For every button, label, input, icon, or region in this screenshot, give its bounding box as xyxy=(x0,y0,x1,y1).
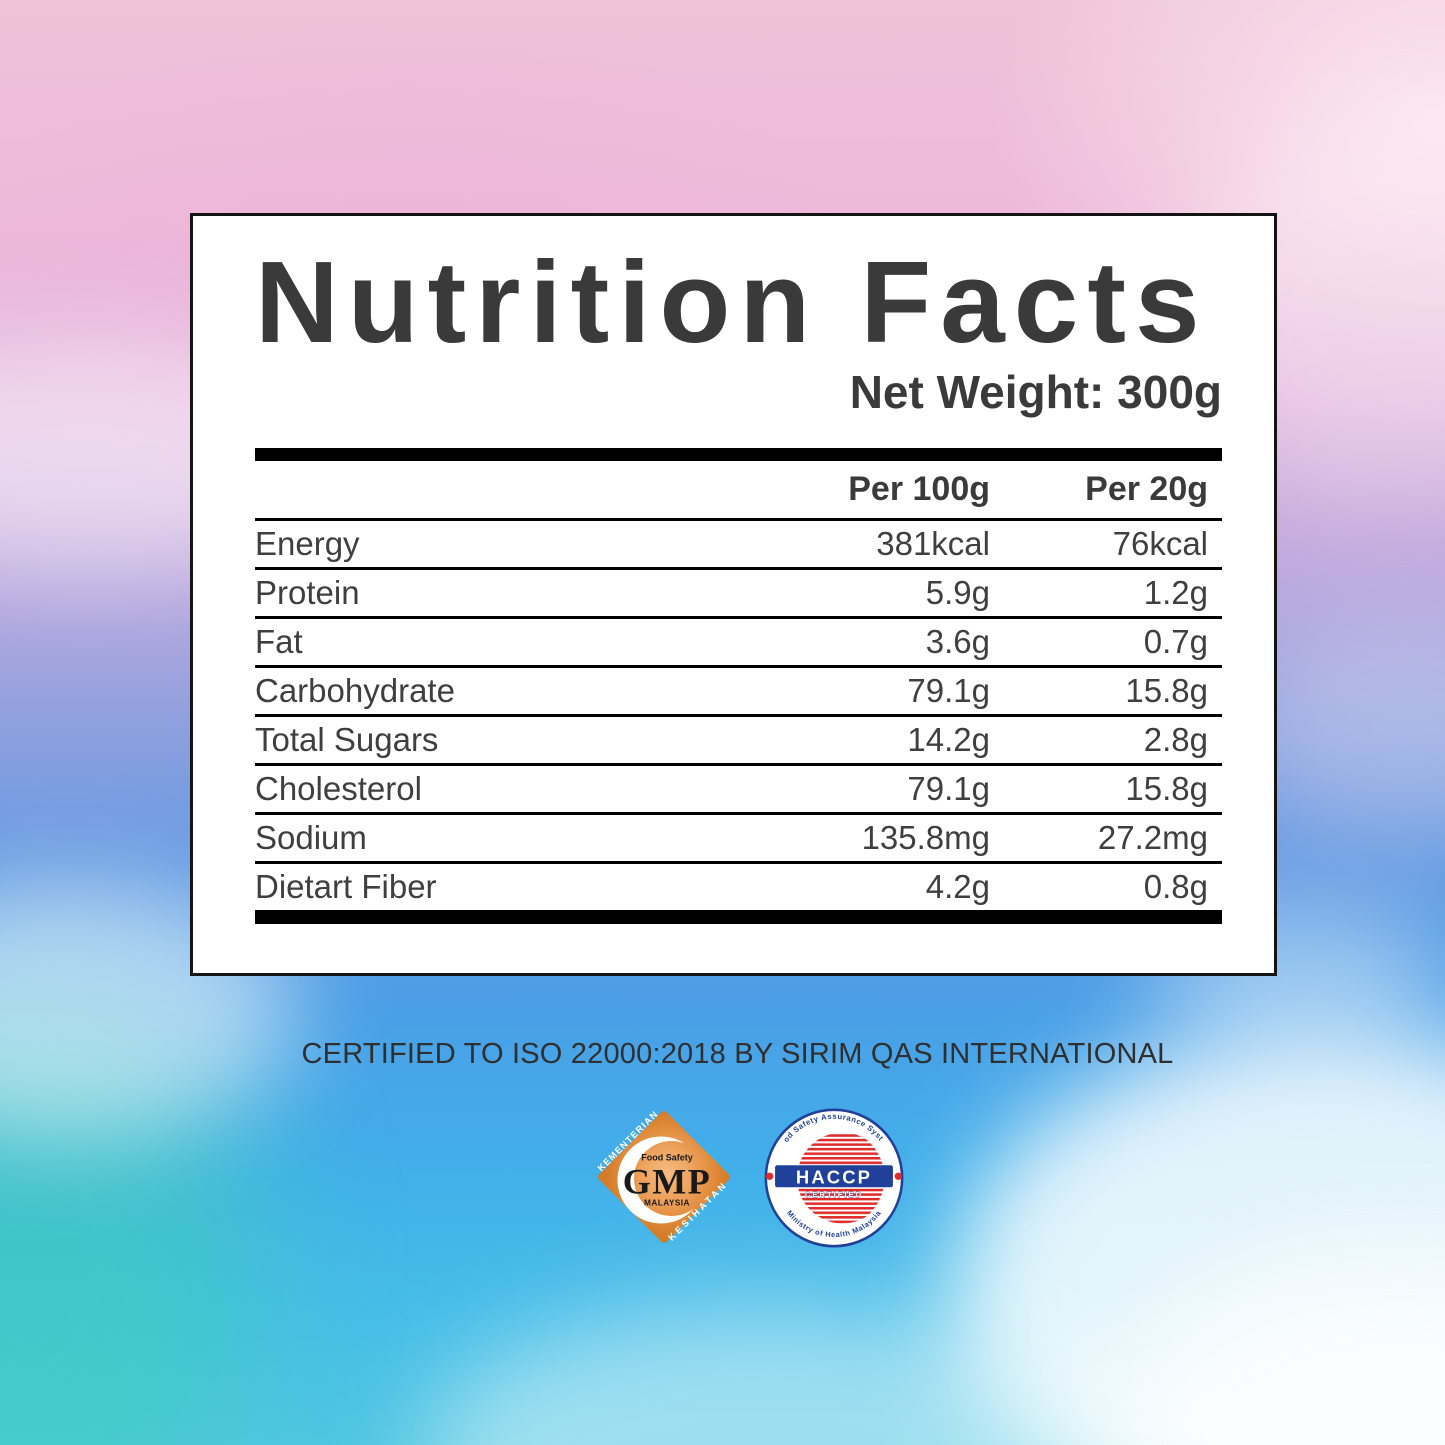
table-row: Carbohydrate 79.1g 15.8g xyxy=(255,668,1222,717)
per-20g-value: 1.2g xyxy=(1143,573,1208,611)
nutrient-name: Cholesterol xyxy=(255,769,422,807)
table-row: Cholesterol 79.1g 15.8g xyxy=(255,766,1222,815)
haccp-certified-text: CERTIFIED xyxy=(805,1190,863,1199)
table-row: Dietart Fiber 4.2g 0.8g xyxy=(255,864,1222,910)
divider-bar-bottom xyxy=(255,909,1222,924)
per-100g-value: 381kcal xyxy=(876,524,990,562)
haccp-certification-logo: Food Safety Assurance System HACCP CERTI… xyxy=(763,1107,905,1249)
net-weight: Net Weight: 300g xyxy=(849,365,1222,418)
table-row: Protein 5.9g 1.2g xyxy=(255,570,1222,619)
haccp-band xyxy=(775,1165,893,1188)
per-20g-value: 27.2mg xyxy=(1097,818,1208,856)
per-100g-value: 135.8mg xyxy=(861,818,990,856)
table-row: Fat 3.6g 0.7g xyxy=(255,619,1222,668)
certification-text: CERTIFIED TO ISO 22000:2018 BY SIRIM QAS… xyxy=(301,1038,1174,1070)
column-header-per-20g: Per 20g xyxy=(1085,469,1208,508)
nutrient-name: Sodium xyxy=(255,818,367,856)
nutrient-name: Dietart Fiber xyxy=(255,867,437,905)
per-20g-value: 0.7g xyxy=(1143,622,1208,660)
nutrient-name: Total Sugars xyxy=(255,720,439,758)
per-100g-value: 3.6g xyxy=(925,622,990,660)
table-row: Total Sugars 14.2g 2.8g xyxy=(255,717,1222,766)
nutrient-name: Energy xyxy=(255,524,360,562)
per-20g-value: 2.8g xyxy=(1143,720,1208,758)
gmp-acronym-text: GMP xyxy=(623,1162,711,1202)
nutrient-name: Carbohydrate xyxy=(255,671,455,709)
header-separator-line xyxy=(255,517,1222,521)
gmp-food-safety-text: Food Safety xyxy=(641,1153,693,1163)
table-row: Energy 381kcal 76kcal xyxy=(255,521,1222,570)
per-20g-value: 0.8g xyxy=(1143,867,1208,905)
per-100g-value: 5.9g xyxy=(925,573,990,611)
per-20g-value: 15.8g xyxy=(1125,769,1208,807)
column-header-per-100g: Per 100g xyxy=(848,469,990,508)
per-100g-value: 14.2g xyxy=(907,720,990,758)
gmp-country-text: MALAYSIA xyxy=(644,1199,690,1208)
table-header-row: Per 100g Per 20g xyxy=(255,461,1222,518)
per-100g-value: 79.1g xyxy=(907,769,990,807)
label-title: Nutrition Facts xyxy=(255,237,1209,367)
table-row: Sodium 135.8mg 27.2mg xyxy=(255,815,1222,864)
gmp-certification-logo: KEMENTERIAN KESIHATAN Food Safety GMP MA… xyxy=(589,1102,739,1252)
per-20g-value: 76kcal xyxy=(1112,524,1208,562)
haccp-acronym-text: HACCP xyxy=(796,1166,872,1187)
divider-bar-top xyxy=(255,447,1222,461)
haccp-left-dot xyxy=(765,1172,774,1180)
nutrient-name: Protein xyxy=(255,573,360,611)
gmp-crescent xyxy=(589,1102,739,1252)
haccp-right-dot xyxy=(894,1172,903,1180)
per-100g-value: 4.2g xyxy=(925,867,990,905)
per-20g-value: 15.8g xyxy=(1125,671,1208,709)
per-100g-value: 79.1g xyxy=(907,671,990,709)
nutrition-facts-card: Nutrition Facts Net Weight: 300g Per 100… xyxy=(190,213,1277,976)
nutrient-name: Fat xyxy=(255,622,303,660)
